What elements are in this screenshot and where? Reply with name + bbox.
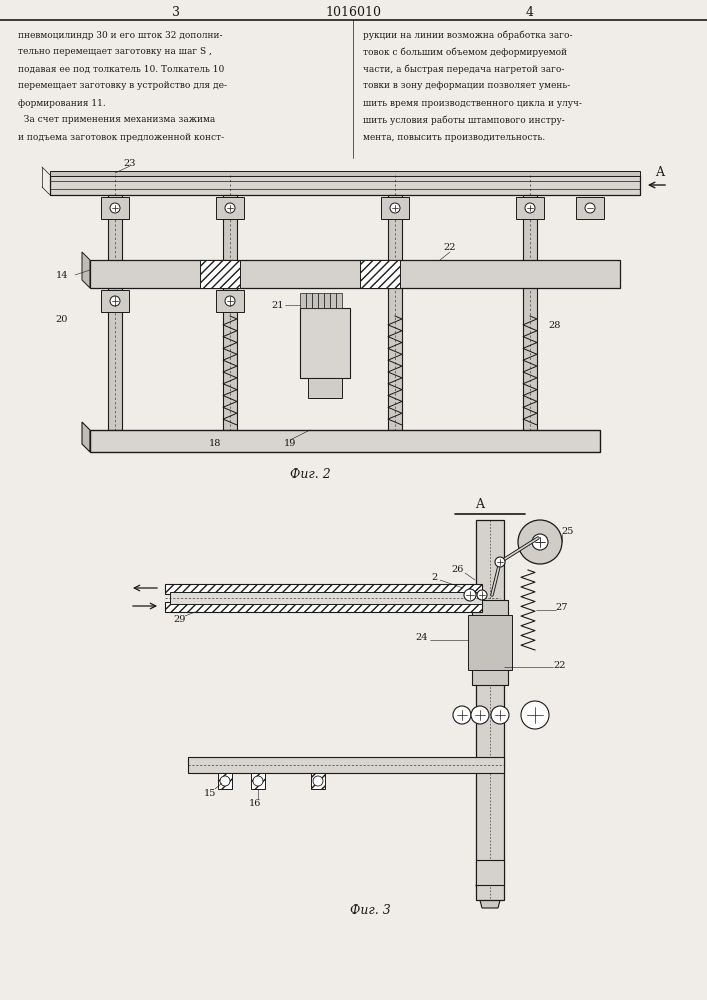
Circle shape xyxy=(495,557,505,567)
Text: пневмоцилиндр 30 и его шток 32 дополни-: пневмоцилиндр 30 и его шток 32 дополни- xyxy=(18,30,223,39)
Bar xyxy=(523,195,537,430)
Bar xyxy=(300,293,306,308)
Bar xyxy=(324,293,330,308)
Text: перемещает заготовку в устройство для де-: перемещает заготовку в устройство для де… xyxy=(18,82,227,91)
Text: товок с большим объемом деформируемой: товок с большим объемом деформируемой xyxy=(363,47,567,57)
Bar xyxy=(306,293,312,308)
Text: 28: 28 xyxy=(549,320,561,330)
Bar xyxy=(308,378,342,398)
Text: 16: 16 xyxy=(249,798,261,808)
Bar xyxy=(216,197,244,219)
Text: шить время производственного цикла и улуч-: шить время производственного цикла и улу… xyxy=(363,99,582,107)
Text: рукции на линии возможна обработка заго-: рукции на линии возможна обработка заго- xyxy=(363,30,573,40)
Circle shape xyxy=(220,776,230,786)
Bar xyxy=(388,195,402,430)
Text: и подъема заготовок предложенной конст-: и подъема заготовок предложенной конст- xyxy=(18,132,224,141)
Circle shape xyxy=(518,520,562,564)
Circle shape xyxy=(477,590,487,600)
Text: 18: 18 xyxy=(209,440,221,448)
Text: Фиг. 2: Фиг. 2 xyxy=(290,468,330,481)
Circle shape xyxy=(525,203,535,213)
Circle shape xyxy=(390,203,400,213)
Text: 21: 21 xyxy=(271,300,284,310)
Text: A: A xyxy=(655,165,665,178)
Text: 25: 25 xyxy=(562,528,574,536)
Bar xyxy=(223,195,237,430)
Circle shape xyxy=(585,203,595,213)
Bar xyxy=(472,600,508,685)
Bar xyxy=(336,293,342,308)
Bar xyxy=(50,171,640,176)
Text: 20: 20 xyxy=(56,316,68,324)
Bar xyxy=(90,260,620,288)
Bar xyxy=(165,584,482,594)
Text: части, а быстрая передача нагретой заго-: части, а быстрая передача нагретой заго- xyxy=(363,64,564,74)
Circle shape xyxy=(521,701,549,729)
Text: 26: 26 xyxy=(452,566,464,574)
Bar xyxy=(312,293,318,308)
Circle shape xyxy=(471,706,489,724)
Circle shape xyxy=(532,534,548,550)
Circle shape xyxy=(491,706,509,724)
Text: 19: 19 xyxy=(284,440,296,448)
Text: Фиг. 3: Фиг. 3 xyxy=(350,904,390,916)
Text: A: A xyxy=(476,498,484,512)
Circle shape xyxy=(313,776,323,786)
Bar xyxy=(330,293,336,308)
Bar xyxy=(165,602,482,612)
Circle shape xyxy=(253,776,263,786)
Bar xyxy=(576,197,604,219)
Bar xyxy=(318,293,324,308)
Polygon shape xyxy=(476,885,504,908)
Bar xyxy=(90,430,600,452)
Text: 24: 24 xyxy=(416,634,428,643)
Bar xyxy=(216,290,244,312)
Bar xyxy=(468,615,512,670)
Circle shape xyxy=(225,203,235,213)
Text: 15: 15 xyxy=(204,788,216,798)
Text: 2: 2 xyxy=(432,574,438,582)
Bar xyxy=(200,260,240,288)
Text: шить условия работы штампового инстру-: шить условия работы штампового инстру- xyxy=(363,115,565,125)
Text: 29: 29 xyxy=(174,615,186,624)
Text: 23: 23 xyxy=(124,158,136,167)
Text: 22: 22 xyxy=(444,243,456,252)
Bar xyxy=(101,197,129,219)
Text: 3: 3 xyxy=(172,5,180,18)
Bar xyxy=(381,197,409,219)
Circle shape xyxy=(110,203,120,213)
Text: мента, повысить производительность.: мента, повысить производительность. xyxy=(363,132,545,141)
Bar xyxy=(108,195,122,430)
Text: 4: 4 xyxy=(526,5,534,18)
Text: формирования 11.: формирования 11. xyxy=(18,99,106,107)
Text: За счет применения механизма зажима: За счет применения механизма зажима xyxy=(18,115,215,124)
Text: товки в зону деформации позволяет умень-: товки в зону деформации позволяет умень- xyxy=(363,82,571,91)
Bar xyxy=(101,290,129,312)
Bar xyxy=(311,773,325,789)
Bar xyxy=(476,520,504,900)
Circle shape xyxy=(225,296,235,306)
Bar xyxy=(300,308,350,378)
Circle shape xyxy=(453,706,471,724)
Bar xyxy=(218,773,232,789)
Bar xyxy=(188,757,504,773)
Text: 27: 27 xyxy=(556,603,568,612)
Text: тельно перемещает заготовку на шаг S ,: тельно перемещает заготовку на шаг S , xyxy=(18,47,212,56)
Text: 14: 14 xyxy=(56,270,69,279)
Bar xyxy=(516,197,544,219)
Text: подавая ее под толкатель 10. Толкатель 10: подавая ее под толкатель 10. Толкатель 1… xyxy=(18,64,224,74)
Polygon shape xyxy=(82,422,90,452)
Bar xyxy=(360,260,400,288)
Bar xyxy=(251,773,265,789)
Polygon shape xyxy=(82,252,90,288)
Circle shape xyxy=(110,296,120,306)
Bar xyxy=(476,860,504,885)
Bar xyxy=(50,175,640,195)
Circle shape xyxy=(464,589,476,601)
Text: 1016010: 1016010 xyxy=(325,5,381,18)
Bar xyxy=(170,592,482,604)
Text: 22: 22 xyxy=(554,660,566,670)
